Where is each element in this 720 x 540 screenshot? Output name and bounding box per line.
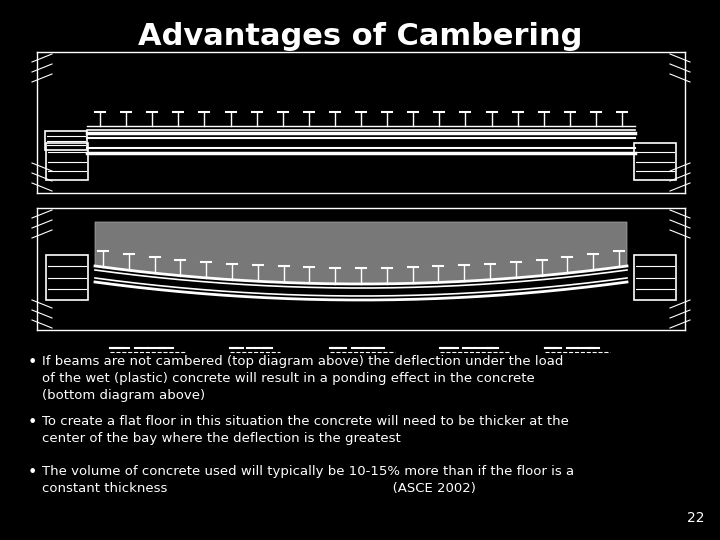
Text: 22: 22: [688, 511, 705, 525]
Text: If beams are not cambered (top diagram above) the deflection under the load
of t: If beams are not cambered (top diagram a…: [42, 355, 563, 402]
Text: To create a flat floor in this situation the concrete will need to be thicker at: To create a flat floor in this situation…: [42, 415, 569, 445]
Text: •: •: [28, 355, 37, 370]
Bar: [46, 255, 88, 300]
Polygon shape: [95, 222, 627, 284]
Bar: [634, 143, 676, 180]
Text: Advantages of Cambering: Advantages of Cambering: [138, 22, 582, 51]
Bar: [46, 143, 88, 180]
Text: The volume of concrete used will typically be 10-15% more than if the floor is a: The volume of concrete used will typical…: [42, 465, 574, 495]
Text: •: •: [28, 415, 37, 430]
Bar: [45, 131, 87, 150]
Bar: [634, 255, 676, 300]
Text: •: •: [28, 465, 37, 480]
